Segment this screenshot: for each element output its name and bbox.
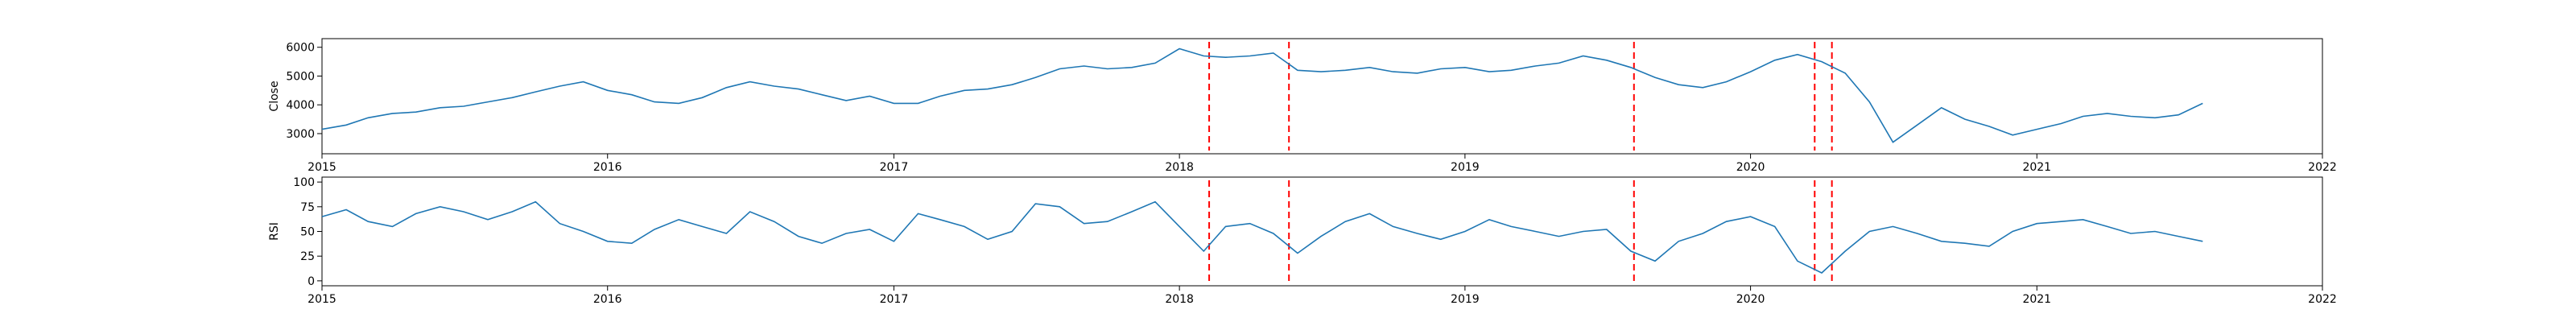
rsi-event-lines (1208, 180, 1833, 283)
y-tick-label: 0 (308, 275, 315, 288)
y-tick-label: 50 (300, 226, 315, 239)
y-tick-label: 25 (300, 250, 315, 263)
x-tick-label: 2018 (1165, 161, 1194, 174)
y-tick-label: 100 (293, 176, 315, 189)
y-tick-label: 6000 (286, 42, 315, 55)
y-tick-label: 75 (300, 201, 315, 214)
x-tick-label: 2020 (1736, 293, 1765, 306)
close-x-ticks: 2015 2016 2017 2018 2019 2020 2021 2022 (308, 154, 2337, 174)
y-tick-label: 3000 (286, 128, 315, 141)
rsi-y-axis-label: RSI (268, 222, 281, 241)
x-tick-label: 2021 (2022, 293, 2051, 306)
x-tick-label: 2016 (593, 293, 622, 306)
close-axes-frame (321, 38, 2323, 155)
x-tick-label: 2015 (308, 293, 336, 306)
x-tick-label: 2017 (880, 161, 909, 174)
x-tick-label: 2022 (2308, 161, 2337, 174)
x-tick-label: 2015 (308, 161, 336, 174)
rsi-series-line (321, 200, 2203, 274)
close-y-ticks: 3000 4000 5000 6000 (286, 42, 322, 141)
close-panel: 3000 4000 5000 6000 2015 2016 2017 2018 2019 202… (268, 38, 2337, 174)
y-tick-label: 5000 (286, 70, 315, 83)
x-tick-label: 2017 (880, 293, 909, 306)
x-tick-label: 2019 (1451, 293, 1480, 306)
rsi-x-ticks: 2015 2016 2017 2018 2019 2020 2021 2022 (308, 286, 2337, 306)
close-y-axis-label: Close (268, 80, 281, 111)
close-event-lines (1208, 42, 1833, 151)
x-tick-label: 2019 (1451, 161, 1480, 174)
x-tick-label: 2022 (2308, 293, 2337, 306)
close-series-line (321, 47, 2203, 143)
x-tick-label: 2018 (1165, 293, 1194, 306)
rsi-y-ticks: 0 25 50 75 100 (293, 176, 322, 288)
x-tick-label: 2020 (1736, 161, 1765, 174)
x-tick-label: 2021 (2022, 161, 2051, 174)
x-tick-label: 2016 (593, 161, 622, 174)
y-tick-label: 4000 (286, 99, 315, 112)
